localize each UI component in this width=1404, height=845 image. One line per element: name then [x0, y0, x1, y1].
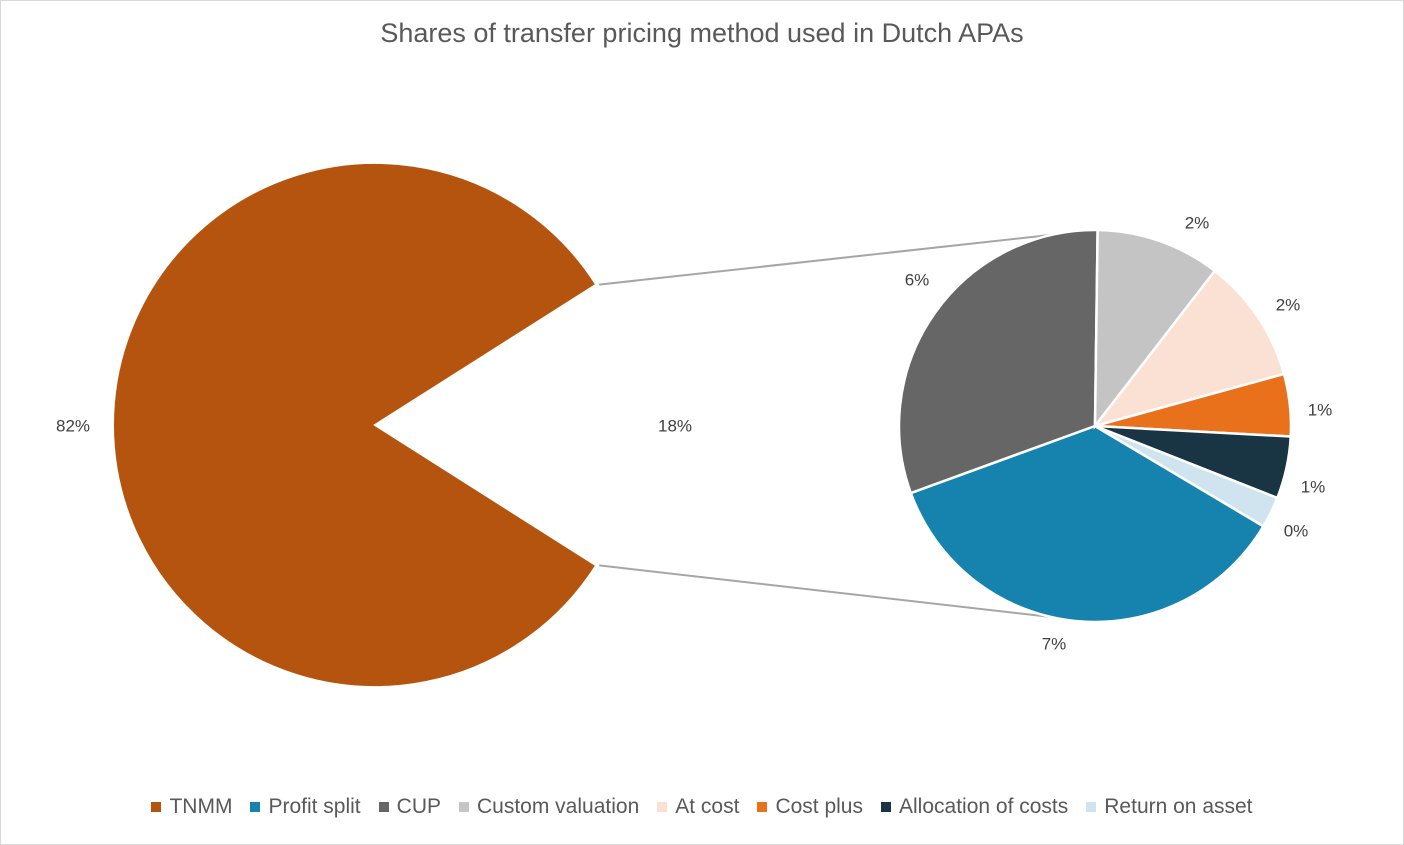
- legend-swatch: [657, 802, 668, 812]
- data-label-custom-valuation: 2%: [1185, 213, 1210, 232]
- legend-swatch: [378, 802, 389, 812]
- legend-item-cup: CUP: [378, 795, 441, 819]
- data-label-profit-split: 7%: [1042, 634, 1067, 653]
- pie-slice-other: [375, 284, 637, 566]
- data-label-other: 18%: [658, 416, 692, 435]
- chart-title: Shares of transfer pricing method used i…: [380, 18, 1024, 48]
- legend-item-cost-plus: Cost plus: [757, 795, 863, 819]
- chart-legend: TNMM Profit split CUP Custom valuation At co…: [0, 795, 1404, 819]
- legend-label: Cost plus: [775, 795, 863, 818]
- legend-item-allocation-of-costs: Allocation of costs: [881, 795, 1068, 819]
- legend-swatch: [250, 802, 261, 812]
- data-label-tnmm: 82%: [56, 416, 90, 435]
- pie-slice-at-cost: [1091, 269, 1286, 429]
- data-label-return-on-asset: 0%: [1284, 521, 1309, 540]
- legend-swatch: [151, 802, 162, 812]
- legend-item-profit-split: Profit split: [250, 795, 361, 819]
- pie-slice-custom-valuation: [1093, 228, 1217, 430]
- legend-label: CUP: [396, 795, 441, 818]
- legend-swatch: [881, 802, 891, 812]
- pie-slice-cup: [897, 228, 1099, 495]
- legend-label: At cost: [675, 795, 740, 818]
- connector-line-bottom: [599, 564, 1096, 623]
- data-label-at-cost: 2%: [1276, 295, 1301, 314]
- legend-label: Profit split: [268, 795, 361, 818]
- legend-label: TNMM: [169, 795, 233, 818]
- data-label-cost-plus: 1%: [1308, 400, 1333, 419]
- legend-swatch: [459, 802, 469, 812]
- legend-swatch: [757, 802, 768, 812]
- data-label-cup: 6%: [905, 270, 930, 289]
- legend-label: Allocation of costs: [899, 795, 1069, 818]
- legend-item-custom-valuation: Custom valuation: [459, 795, 639, 819]
- pie-slice-return-on-asset: [1094, 424, 1279, 528]
- legend-item-tnmm: TNMM: [151, 795, 232, 819]
- legend-label: Custom valuation: [477, 795, 640, 818]
- pie-slice-tnmm: [112, 162, 598, 688]
- connector-line-top: [599, 229, 1096, 286]
- legend-item-at-cost: At cost: [657, 795, 739, 819]
- legend-label: Return on asset: [1104, 795, 1253, 818]
- data-label-allocation-of-costs: 1%: [1301, 477, 1326, 496]
- legend-item-return-on-asset: Return on asset: [1086, 795, 1253, 819]
- legend-swatch: [1086, 802, 1097, 812]
